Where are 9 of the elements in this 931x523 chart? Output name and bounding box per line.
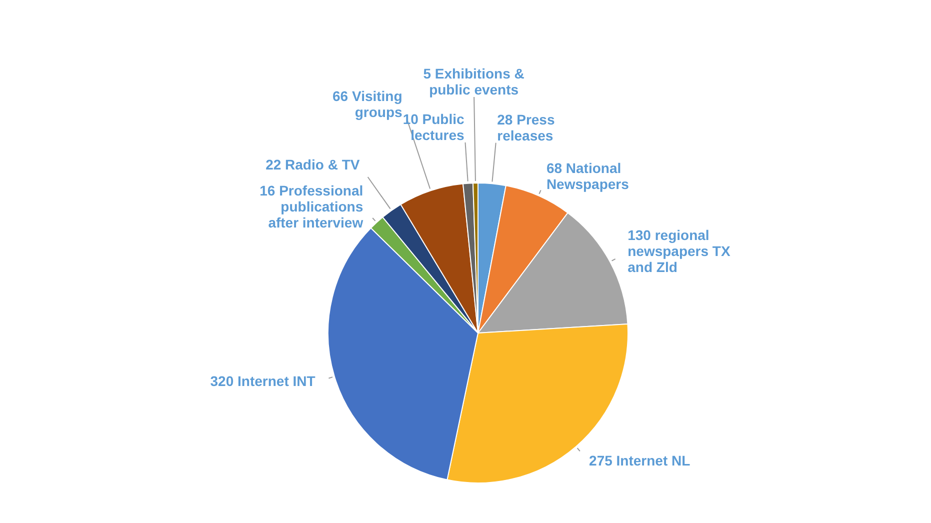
slice-label: 130 regional newspapers TX and Zld <box>628 227 731 276</box>
slice-label: 68 National Newspapers <box>546 160 630 192</box>
slice-label: 22 Radio & TV <box>266 156 360 172</box>
slice-label: 28 Press releases <box>497 112 555 144</box>
slice-label: 320 Internet INT <box>210 372 316 389</box>
slice-label: 66 Visiting groups <box>332 88 403 120</box>
slice-label: 5 Exhibitions & public events <box>423 66 524 98</box>
slice-label: 275 Internet NL <box>589 452 691 468</box>
slice-label: 16 Professional publications after interview <box>260 182 364 230</box>
